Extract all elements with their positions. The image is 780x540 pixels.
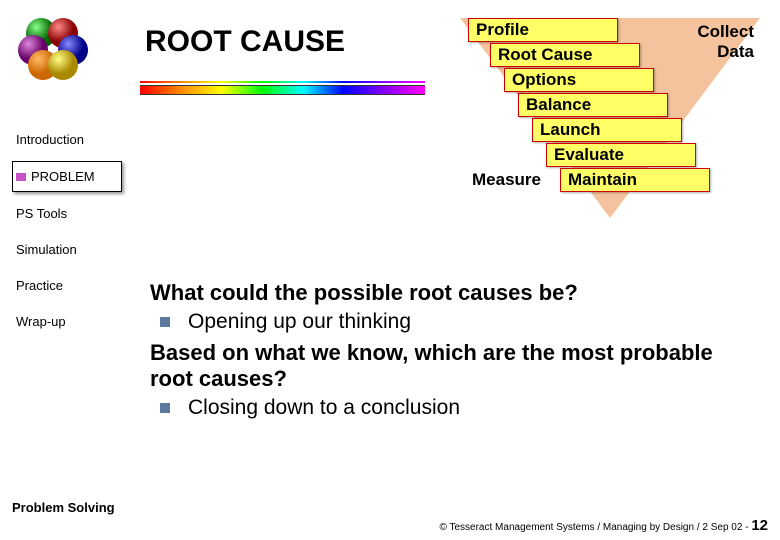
logo-spheres bbox=[15, 15, 95, 85]
collect-data-label: CollectData bbox=[697, 22, 754, 62]
sidebar-item-problem[interactable]: PROBLEM bbox=[12, 161, 122, 192]
sidebar-item-introduction[interactable]: Introduction bbox=[12, 125, 122, 154]
footer-right: © Tesseract Management Systems / Managin… bbox=[440, 517, 768, 534]
step-launch: Launch bbox=[532, 118, 682, 142]
step-profile: Profile bbox=[468, 18, 618, 42]
sidebar-nav: Introduction PROBLEM PS Tools Simulation… bbox=[12, 125, 122, 343]
step-options: Options bbox=[504, 68, 654, 92]
step-evaluate: Evaluate bbox=[546, 143, 696, 167]
footer-left: Problem Solving bbox=[12, 500, 115, 515]
step-maintain: Maintain bbox=[560, 168, 710, 192]
sidebar-item-wrapup[interactable]: Wrap-up bbox=[12, 307, 122, 336]
step-root-cause: Root Cause bbox=[490, 43, 640, 67]
sidebar-item-simulation[interactable]: Simulation bbox=[12, 235, 122, 264]
problem-diagram: CollectData Measure ProfileRoot CauseOpt… bbox=[460, 18, 760, 228]
square-bullet-icon bbox=[160, 403, 170, 413]
question-2: Based on what we know, which are the mos… bbox=[150, 340, 720, 392]
rainbow-divider bbox=[140, 85, 425, 95]
page-number: 12 bbox=[751, 517, 768, 534]
question-1: What could the possible root causes be? bbox=[150, 280, 720, 306]
sidebar-item-pstools[interactable]: PS Tools bbox=[12, 199, 122, 228]
measure-label: Measure bbox=[472, 170, 541, 190]
bullet-1: Opening up our thinking bbox=[160, 310, 720, 334]
main-content: What could the possible root causes be? … bbox=[150, 280, 720, 426]
bullet-2: Closing down to a conclusion bbox=[160, 396, 720, 420]
square-bullet-icon bbox=[160, 317, 170, 327]
step-balance: Balance bbox=[518, 93, 668, 117]
sidebar-item-practice[interactable]: Practice bbox=[12, 271, 122, 300]
page-title: ROOT CAUSE bbox=[145, 25, 345, 59]
